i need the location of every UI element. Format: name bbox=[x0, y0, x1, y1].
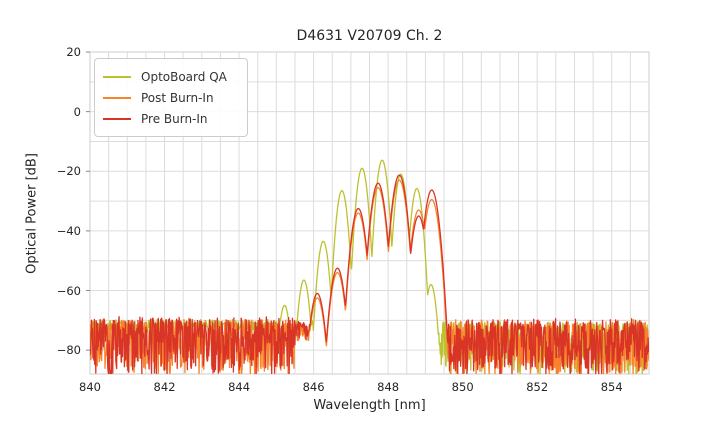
legend-label: OptoBoard QA bbox=[141, 69, 227, 84]
x-axis-label: Wavelength [nm] bbox=[313, 398, 426, 413]
legend-item-pre-burn-in: Pre Burn-In bbox=[103, 108, 237, 129]
y-tick-label--40: −40 bbox=[56, 223, 81, 238]
legend-line-sample bbox=[103, 96, 131, 99]
x-tick-label-848: 848 bbox=[377, 380, 400, 394]
legend: OptoBoard QA Post Burn-In Pre Burn-In bbox=[94, 58, 248, 137]
y-tick-label--20: −20 bbox=[56, 164, 81, 179]
x-tick-label-854: 854 bbox=[600, 380, 623, 394]
legend-label: Post Burn-In bbox=[141, 90, 214, 105]
chart-title: D4631 V20709 Ch. 2 bbox=[296, 28, 443, 44]
y-tick-label--80: −80 bbox=[56, 343, 81, 358]
series-line-2 bbox=[90, 174, 649, 374]
y-tick-label-20: 20 bbox=[66, 45, 81, 59]
legend-item-post-burn-in: Post Burn-In bbox=[103, 87, 237, 108]
x-tick-label-844: 844 bbox=[228, 380, 251, 394]
y-tick-label--60: −60 bbox=[56, 283, 81, 298]
y-tick-label-0: 0 bbox=[73, 104, 81, 119]
x-tick-label-842: 842 bbox=[153, 380, 176, 394]
x-tick-label-840: 840 bbox=[79, 380, 101, 394]
legend-item-optoboard-qa: OptoBoard QA bbox=[103, 66, 237, 87]
legend-line-sample bbox=[103, 75, 131, 78]
x-tick-label-850: 850 bbox=[451, 380, 474, 394]
legend-line-sample bbox=[103, 117, 131, 120]
legend-label: Pre Burn-In bbox=[141, 111, 208, 126]
x-tick-label-846: 846 bbox=[302, 380, 325, 394]
x-tick-label-852: 852 bbox=[526, 380, 549, 394]
y-axis-label: Optical Power [dB] bbox=[24, 153, 40, 274]
